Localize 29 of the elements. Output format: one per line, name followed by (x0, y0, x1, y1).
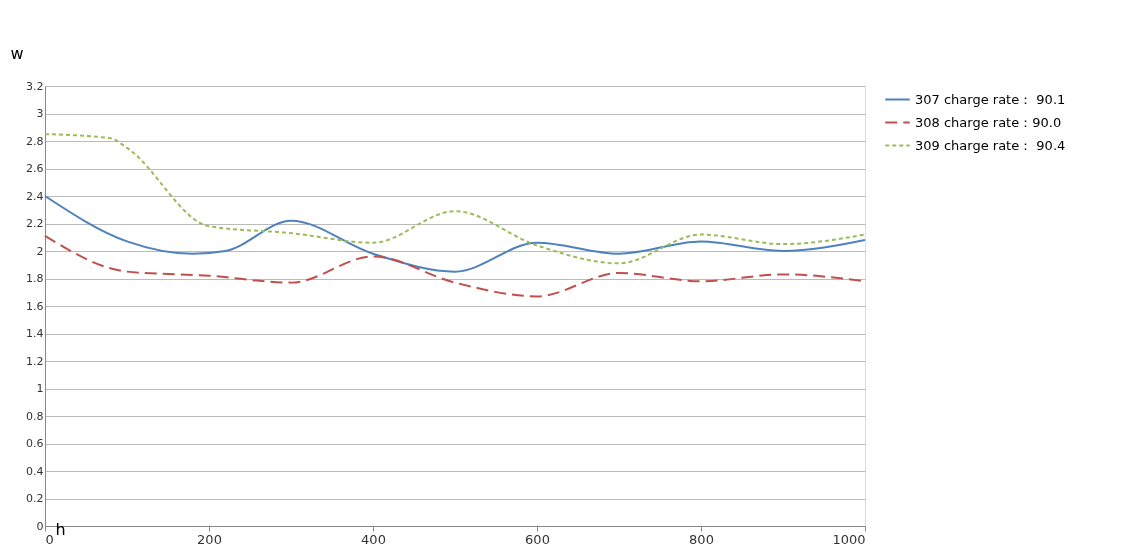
x-tick-label: 1000 (832, 531, 866, 547)
y-tick-label: 2.2 (26, 217, 44, 230)
x-axis-title: h (55, 519, 66, 539)
line-series (44, 195, 866, 273)
y-tick-label: 0.8 (26, 409, 44, 423)
y-tick-label: 2.6 (26, 162, 44, 175)
y-tick-label: 2 (36, 244, 44, 258)
y-tick-label: 0.6 (26, 437, 44, 450)
x-tick-label: 800 (689, 531, 714, 547)
y-tick-label: 1.4 (26, 327, 44, 340)
y-tick-label: 0.4 (26, 464, 44, 478)
legend-label: 308 charge rate：90.0 (915, 114, 1062, 130)
x-tick-label: 200 (197, 531, 222, 547)
y-tick-label: 1.8 (26, 272, 44, 285)
line-series (44, 133, 866, 265)
x-tick-label: 600 (525, 531, 550, 547)
y-tick-label: 3 (36, 107, 44, 120)
legend-label: 309 charge rate： 90.4 (915, 137, 1066, 153)
x-tick-label: 400 (361, 531, 386, 547)
y-axis-title: w (10, 43, 24, 63)
y-tick-label: 3.2 (26, 79, 44, 93)
y-tick-label: 0.2 (26, 492, 44, 505)
legend-label: 307 charge rate： 90.1 (915, 91, 1066, 107)
y-tick-label: 1.6 (26, 299, 44, 313)
y-tick-label: 2.8 (26, 134, 44, 148)
y-tick-label: 2.4 (26, 189, 44, 203)
y-tick-label: 0 (36, 519, 44, 533)
y-tick-label: 1 (36, 382, 44, 395)
y-tick-label: 1.2 (26, 354, 44, 368)
